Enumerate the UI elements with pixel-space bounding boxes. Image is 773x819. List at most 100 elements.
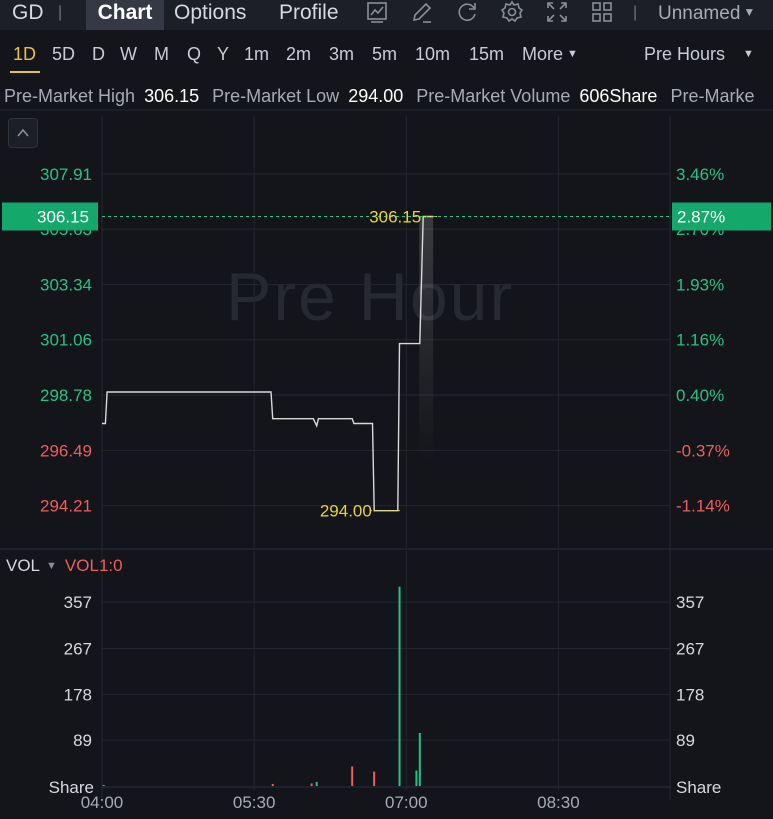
- volume-tick-left: 89: [73, 731, 92, 750]
- volume-tick-right: 178: [676, 685, 704, 704]
- y-tick-label-right: -0.37%: [676, 441, 730, 460]
- interval-15m[interactable]: 15m: [469, 44, 505, 64]
- tab-chart[interactable]: Chart: [86, 0, 164, 30]
- y-tick-label-left: 294.21: [40, 497, 92, 516]
- y-tick-label-left: 303.34: [40, 276, 92, 295]
- premarket-low-value: 294.00: [348, 86, 404, 106]
- draw-pencil-icon[interactable]: [410, 0, 434, 24]
- interval-y[interactable]: Y: [217, 44, 230, 64]
- interval-q[interactable]: Q: [187, 44, 202, 64]
- collapse-panel-button[interactable]: [8, 118, 38, 148]
- layout-grid-icon[interactable]: [590, 0, 614, 24]
- premarket-volume-value: 606Share: [579, 86, 658, 106]
- premarket-high-label: Pre-Market High: [4, 86, 136, 106]
- tab-profile[interactable]: Profile: [279, 1, 339, 24]
- premarket-volume-label: Pre-Market Volume: [416, 86, 571, 106]
- price-glow: [419, 216, 434, 463]
- premarket-high-value: 306.15: [144, 86, 200, 106]
- current-change-badge: [672, 202, 771, 231]
- volume-bar: [271, 783, 274, 786]
- y-tick-label-left: 298.78: [40, 386, 92, 405]
- settings-gear-icon[interactable]: [500, 0, 524, 24]
- interval-bar: 1D 5D D W M Q Y 1m 2m 3m 5m 10m 15m More…: [0, 38, 773, 73]
- fullscreen-icon[interactable]: [545, 0, 569, 24]
- chevron-down-icon[interactable]: ▼: [46, 560, 57, 572]
- chevron-up-icon: [17, 128, 29, 137]
- chevron-down-icon: ▼: [743, 5, 756, 19]
- y-tick-label-right: 1.16%: [676, 331, 724, 350]
- volume-bar: [398, 586, 401, 786]
- volume-bar: [351, 766, 354, 786]
- y-tick-label-right: -1.14%: [676, 497, 730, 516]
- volume-unit-right: Share: [676, 778, 721, 797]
- volume-indicator-label: VOL1:0: [64, 556, 123, 575]
- interval-m[interactable]: M: [154, 44, 169, 64]
- premarket-low: Pre-Market Low 294.00: [212, 86, 407, 106]
- toolbar-divider: |: [633, 4, 638, 21]
- volume-tick-right: 89: [676, 731, 695, 750]
- layout-name: Unnamed: [658, 3, 741, 24]
- volume-bar: [415, 770, 418, 786]
- y-tick-label-left: 307.91: [40, 165, 92, 184]
- high-annotation-label: 306.15: [369, 207, 421, 226]
- volume-panel-title: VOL ▼ VOL1:0: [6, 556, 123, 576]
- chevron-down-icon: ▼: [567, 48, 578, 60]
- x-tick-label: 04:00: [81, 793, 124, 812]
- session-watermark: Pre Hour: [226, 259, 515, 335]
- current-change-badge-label: 2.87%: [677, 207, 725, 226]
- chevron-down-icon: ▼: [743, 48, 754, 60]
- interval-5m[interactable]: 5m: [372, 44, 398, 64]
- interval-d[interactable]: D: [92, 44, 105, 64]
- session-label: Pre Hours: [644, 44, 726, 64]
- volume-unit-left: Share: [49, 778, 94, 797]
- active-interval-underline: [10, 71, 40, 73]
- premarket-extra: Pre-Marke: [670, 86, 758, 106]
- toolbar-divider: |: [58, 4, 63, 21]
- premarket-volume: Pre-Market Volume 606Share: [416, 86, 661, 106]
- premarket-info-bar: Pre-Market High 306.15 Pre-Market Low 29…: [0, 86, 773, 106]
- tab-options[interactable]: Options: [174, 1, 247, 24]
- volume-tick-left: 357: [64, 593, 92, 612]
- premarket-extra-label: Pre-Marke: [670, 86, 755, 106]
- volume-tick-left: 267: [64, 639, 92, 658]
- x-tick-label: 08:30: [537, 793, 580, 812]
- interval-5d[interactable]: 5D: [52, 44, 76, 64]
- premarket-low-label: Pre-Market Low: [212, 86, 340, 106]
- session-dropdown[interactable]: Pre Hours ▼: [644, 44, 754, 65]
- top-toolbar: GD | Chart Options Profile | Unnamed ▼: [0, 0, 773, 30]
- volume-tick-left: 178: [64, 685, 92, 704]
- indicator-chart-icon[interactable]: [365, 0, 389, 24]
- price-line: [102, 215, 434, 512]
- x-tick-label: 07:00: [385, 793, 428, 812]
- y-tick-label-left: 301.06: [40, 331, 92, 350]
- volume-bar: [373, 771, 376, 786]
- interval-w[interactable]: W: [120, 44, 137, 64]
- interval-3m[interactable]: 3m: [329, 44, 355, 64]
- volume-bar: [102, 784, 105, 786]
- volume-bar: [315, 781, 318, 786]
- volume-bar: [418, 732, 421, 786]
- y-tick-label-left: 296.49: [40, 441, 92, 460]
- layout-selector[interactable]: Unnamed ▼: [658, 0, 755, 30]
- current-price-badge: [2, 202, 98, 231]
- y-tick-label-right: 0.40%: [676, 386, 724, 405]
- interval-10m[interactable]: 10m: [415, 44, 451, 64]
- y-tick-label-right: 1.93%: [676, 276, 724, 295]
- low-annotation-label: 294.00: [320, 502, 372, 521]
- x-tick-label: 05:30: [233, 793, 276, 812]
- more-intervals-dropdown[interactable]: More ▼: [522, 44, 578, 65]
- premarket-high: Pre-Market High 306.15: [4, 86, 203, 106]
- volume-bar: [310, 783, 313, 786]
- ticker-symbol[interactable]: GD: [12, 1, 44, 24]
- interval-1m[interactable]: 1m: [244, 44, 270, 64]
- current-price-badge-label: 306.15: [37, 207, 89, 226]
- volume-tick-right: 357: [676, 593, 704, 612]
- interval-1d[interactable]: 1D: [13, 44, 37, 64]
- more-label: More: [522, 44, 564, 64]
- interval-2m[interactable]: 2m: [286, 44, 312, 64]
- refresh-icon[interactable]: [455, 0, 479, 24]
- volume-title[interactable]: VOL: [6, 556, 41, 575]
- volume-tick-right: 267: [676, 639, 704, 658]
- y-tick-label-right: 3.46%: [676, 165, 724, 184]
